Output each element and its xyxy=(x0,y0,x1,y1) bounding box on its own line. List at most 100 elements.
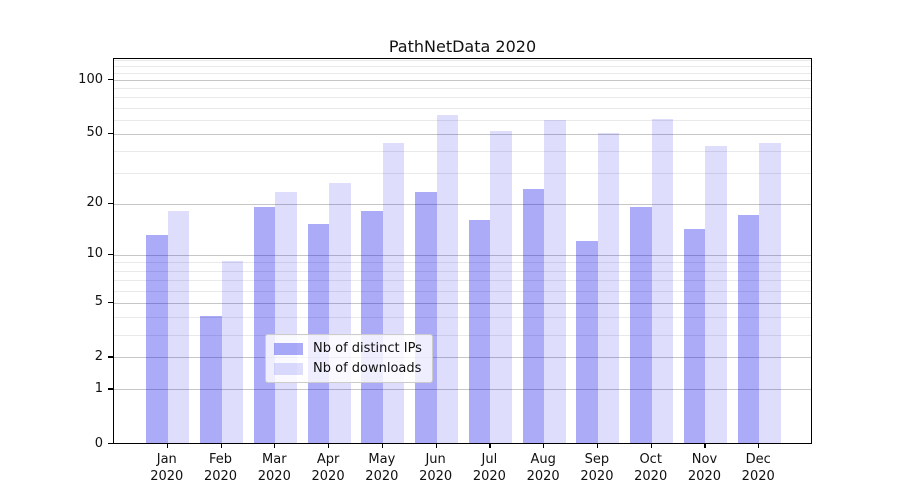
x-tick-mark-sep xyxy=(596,443,599,448)
y-tick-mark-0 xyxy=(108,443,113,445)
bar-downloads-jun xyxy=(436,115,459,443)
plot-area xyxy=(113,58,812,444)
x-tick-mark-jun xyxy=(435,443,437,448)
x-tick-label-nov: Nov 2020 xyxy=(674,451,734,485)
bar-ips-aug xyxy=(522,189,545,443)
bar-downloads-apr xyxy=(329,183,351,443)
x-tick-label-apr: Apr 2020 xyxy=(298,451,358,485)
bar-ips-oct xyxy=(630,206,652,443)
y-tick-label-0: 0 xyxy=(94,435,103,451)
x-tick-label-month: Jun xyxy=(425,452,446,467)
legend-label-downloads: Nb of downloads xyxy=(313,361,422,376)
x-tick-label-year: 2020 xyxy=(311,469,345,484)
legend: Nb of distinct IPs Nb of downloads xyxy=(265,334,433,383)
gridline-minor-90 xyxy=(114,88,811,90)
x-tick-mark-jan xyxy=(166,443,168,448)
x-tick-label-month: Dec xyxy=(745,452,771,467)
x-tick-mark-aug xyxy=(543,443,545,448)
legend-label-ips: Nb of distinct IPs xyxy=(313,341,422,356)
bar-downloads-jan xyxy=(167,210,190,443)
bar-ips-jan xyxy=(146,234,168,443)
x-tick-label-month: Sep xyxy=(584,452,610,467)
bar-ips-nov xyxy=(683,229,706,443)
y-tick-label-1: 1 xyxy=(94,380,103,396)
legend-swatch-downloads xyxy=(274,362,303,375)
x-tick-label-year: 2020 xyxy=(257,469,291,484)
x-tick-mark-dec xyxy=(758,443,760,448)
x-tick-label-year: 2020 xyxy=(687,469,721,484)
x-tick-label-jul: Jul 2020 xyxy=(459,451,519,485)
x-tick-label-month: May xyxy=(368,452,396,467)
gridline-minor-60 xyxy=(114,119,811,121)
x-tick-label-year: 2020 xyxy=(526,469,560,484)
y-tick-mark-50 xyxy=(108,132,113,135)
x-tick-label-month: Oct xyxy=(639,452,662,467)
bar-ips-jul xyxy=(468,219,491,443)
bar-downloads-dec xyxy=(759,142,781,443)
x-tick-label-month: Nov xyxy=(691,452,718,467)
y-tick-label-5: 5 xyxy=(94,294,103,310)
y-tick-label-2: 2 xyxy=(94,348,103,364)
bar-downloads-may xyxy=(382,142,405,443)
chart-title: PathNetData 2020 xyxy=(388,37,537,56)
x-tick-label-jun: Jun 2020 xyxy=(406,451,466,485)
bar-downloads-jul xyxy=(490,131,512,443)
x-tick-mark-jul xyxy=(489,443,491,448)
x-tick-label-month: Feb xyxy=(209,452,233,467)
bar-downloads-oct xyxy=(651,118,674,443)
x-tick-mark-apr xyxy=(328,443,330,448)
x-tick-label-year: 2020 xyxy=(634,469,668,484)
gridline-minor-110 xyxy=(114,72,811,74)
x-tick-label-feb: Feb 2020 xyxy=(191,451,251,485)
x-tick-label-dec: Dec 2020 xyxy=(728,451,788,485)
bar-downloads-feb xyxy=(221,261,244,443)
y-tick-mark-20 xyxy=(108,202,113,205)
bar-ips-jun xyxy=(415,192,437,443)
x-tick-label-year: 2020 xyxy=(150,469,184,484)
x-tick-label-year: 2020 xyxy=(741,469,775,484)
legend-item-downloads: Nb of downloads xyxy=(274,361,422,376)
bar-ips-sep xyxy=(576,240,598,443)
x-tick-label-year: 2020 xyxy=(419,469,453,484)
x-tick-label-year: 2020 xyxy=(472,469,506,484)
x-tick-label-oct: Oct 2020 xyxy=(621,451,681,485)
bar-downloads-nov xyxy=(705,146,727,443)
x-tick-label-sep: Sep 2020 xyxy=(567,451,627,485)
gridline-minor-130 xyxy=(114,59,811,61)
bar-ips-may xyxy=(361,210,383,443)
x-tick-label-mar: Mar 2020 xyxy=(244,451,304,485)
bar-ips-dec xyxy=(737,215,760,443)
gridline-minor-120 xyxy=(114,65,811,67)
y-tick-mark-10 xyxy=(108,253,113,256)
x-tick-label-year: 2020 xyxy=(580,469,614,484)
x-tick-label-month: Jul xyxy=(481,452,498,467)
legend-item-ips: Nb of distinct IPs xyxy=(274,341,422,356)
bar-downloads-mar xyxy=(275,192,297,443)
x-tick-mark-mar xyxy=(274,443,276,448)
gridline-minor-80 xyxy=(114,97,811,99)
y-tick-mark-1 xyxy=(108,388,113,390)
y-tick-label-10: 10 xyxy=(86,246,103,262)
x-tick-label-may: May 2020 xyxy=(352,451,412,485)
x-tick-mark-oct xyxy=(650,443,652,448)
x-tick-label-month: Aug xyxy=(530,452,556,467)
bar-ips-apr xyxy=(307,224,330,443)
bar-downloads-sep xyxy=(597,132,620,443)
y-tick-mark-2 xyxy=(108,356,113,358)
y-tick-label-50: 50 xyxy=(86,125,103,141)
y-tick-mark-100 xyxy=(108,79,113,81)
gridline-minor-70 xyxy=(114,107,811,109)
bar-ips-mar xyxy=(253,206,276,443)
y-tick-label-20: 20 xyxy=(86,195,103,211)
x-tick-label-year: 2020 xyxy=(365,469,399,484)
x-tick-label-year: 2020 xyxy=(203,469,238,484)
x-tick-label-aug: Aug 2020 xyxy=(513,451,573,485)
bar-downloads-aug xyxy=(544,120,566,443)
y-tick-label-100: 100 xyxy=(78,71,103,87)
y-tick-mark-5 xyxy=(108,301,113,303)
x-tick-label-month: Mar xyxy=(262,452,287,467)
legend-swatch-ips xyxy=(274,342,303,355)
x-tick-label-month: Jan xyxy=(156,452,177,467)
x-tick-mark-nov xyxy=(704,443,706,448)
